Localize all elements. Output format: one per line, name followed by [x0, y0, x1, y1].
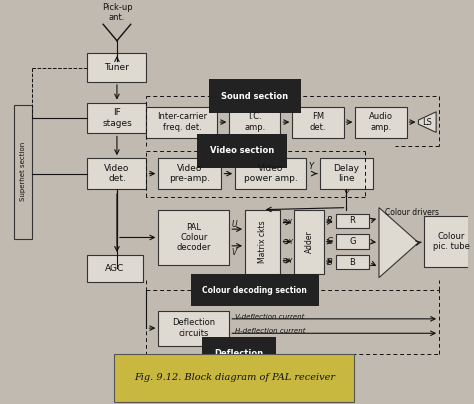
Text: AGC: AGC	[105, 264, 125, 273]
FancyBboxPatch shape	[158, 210, 229, 265]
Text: I.C.
amp.: I.C. amp.	[244, 112, 265, 132]
Text: G-Y: G-Y	[283, 239, 294, 244]
FancyBboxPatch shape	[158, 158, 221, 189]
Text: PAL
Colour
decoder: PAL Colour decoder	[176, 223, 211, 252]
FancyBboxPatch shape	[87, 53, 146, 82]
Text: R-Y: R-Y	[283, 219, 293, 225]
Text: R: R	[349, 217, 356, 225]
FancyBboxPatch shape	[229, 107, 281, 138]
Text: Fig. 9.12. Block diagram of PAL receiver: Fig. 9.12. Block diagram of PAL receiver	[134, 373, 335, 382]
Text: Y: Y	[344, 190, 349, 199]
Text: V-deflection current: V-deflection current	[235, 314, 304, 320]
Text: FM
det.: FM det.	[310, 112, 326, 132]
Text: Video
pre-amp.: Video pre-amp.	[169, 164, 210, 183]
Text: B: B	[327, 258, 333, 267]
FancyBboxPatch shape	[336, 234, 369, 249]
Text: Pick-up
ant.: Pick-up ant.	[101, 3, 132, 22]
FancyBboxPatch shape	[336, 255, 369, 269]
Text: IF
stages: IF stages	[102, 108, 132, 128]
Text: G: G	[349, 237, 356, 246]
Text: R: R	[327, 217, 333, 225]
FancyBboxPatch shape	[87, 255, 143, 282]
Text: Colour drivers: Colour drivers	[385, 208, 439, 217]
FancyBboxPatch shape	[292, 107, 344, 138]
FancyBboxPatch shape	[87, 158, 146, 189]
FancyBboxPatch shape	[235, 158, 306, 189]
FancyBboxPatch shape	[294, 210, 324, 274]
Text: Adder: Adder	[305, 230, 313, 253]
Polygon shape	[379, 208, 419, 278]
Text: Inter-carrier
freq. det.: Inter-carrier freq. det.	[157, 112, 207, 132]
Text: Deflection: Deflection	[215, 349, 264, 358]
Text: Matrix ckts: Matrix ckts	[258, 220, 267, 263]
Text: V: V	[231, 248, 237, 257]
FancyBboxPatch shape	[87, 103, 146, 133]
Text: B-Y: B-Y	[283, 258, 293, 264]
Polygon shape	[419, 112, 436, 133]
Text: Colour decoding section: Colour decoding section	[202, 286, 307, 295]
Text: Delay
line: Delay line	[334, 164, 359, 183]
FancyBboxPatch shape	[146, 107, 218, 138]
Text: Deflection
circuits: Deflection circuits	[172, 318, 215, 338]
Text: H-deflection current: H-deflection current	[235, 328, 306, 334]
Text: B: B	[349, 258, 356, 267]
Text: Video
power amp.: Video power amp.	[244, 164, 298, 183]
FancyBboxPatch shape	[158, 311, 229, 346]
Text: Video section: Video section	[210, 147, 274, 156]
Text: G: G	[326, 237, 333, 246]
Text: U: U	[231, 220, 237, 229]
Text: Video
det.: Video det.	[104, 164, 129, 183]
Text: Colour
pic. tube: Colour pic. tube	[433, 232, 470, 251]
Text: Superhet section: Superhet section	[20, 142, 27, 201]
Text: LS: LS	[422, 118, 432, 126]
FancyBboxPatch shape	[336, 214, 369, 228]
Text: Tuner: Tuner	[104, 63, 129, 72]
FancyBboxPatch shape	[356, 107, 407, 138]
Text: Sound section: Sound section	[221, 92, 288, 101]
FancyBboxPatch shape	[245, 210, 281, 274]
FancyBboxPatch shape	[424, 216, 474, 267]
FancyBboxPatch shape	[320, 158, 373, 189]
FancyBboxPatch shape	[15, 105, 32, 238]
Text: Y: Y	[308, 162, 313, 171]
Text: Audio
amp.: Audio amp.	[369, 112, 393, 132]
